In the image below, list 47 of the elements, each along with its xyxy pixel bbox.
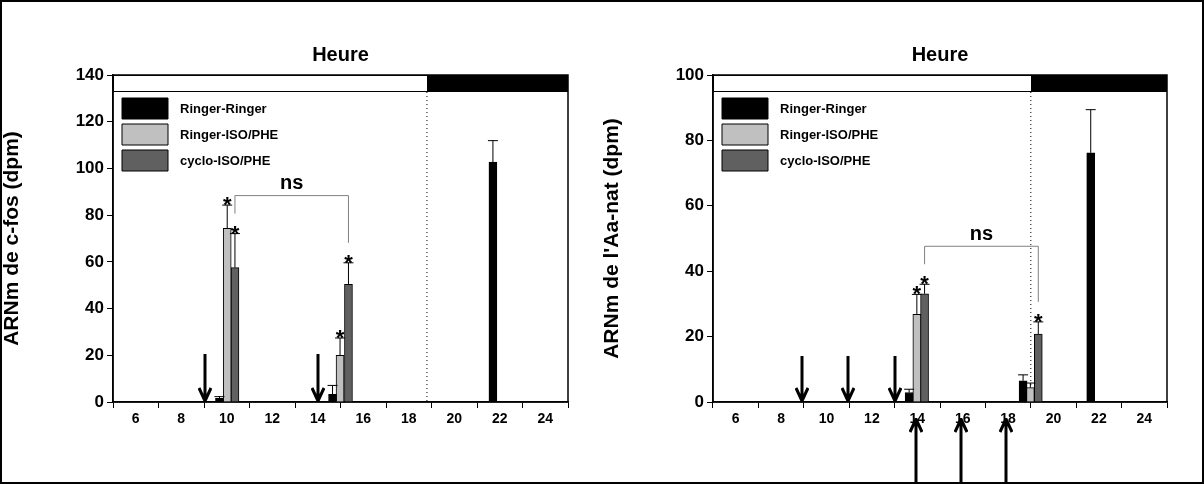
x-tick-label: 20 [1045,410,1062,427]
annotation: * [920,271,930,297]
y-tick-label: 100 [75,158,104,178]
x-tick-label: 24 [537,410,554,427]
y-tick-label: 20 [85,344,104,364]
y-tick-label: 80 [85,204,104,224]
y-tick-label: 0 [94,391,104,411]
x-tick-label: 8 [777,410,786,427]
x-tick-label: 6 [131,410,140,427]
y-tick-label: 140 [75,64,104,84]
y-tick-label: 120 [75,111,104,131]
x-tick-label: 16 [355,410,372,427]
chart-title: Heure [312,43,369,65]
y-axis-title: ARNm de c-fos (dpm) [0,131,23,346]
y-tick-label: 100 [675,64,704,84]
x-tick-label: 14 [309,410,326,427]
y-tick-label: 40 [85,298,104,318]
x-tick-label: 12 [264,410,281,427]
y-tick-label: 0 [694,391,704,411]
y-tick-label: 20 [685,326,704,346]
annotation: * [912,281,922,307]
x-tick-label: 6 [731,410,740,427]
x-tick-label: 12 [864,410,880,427]
x-tick-label: 18 [400,410,417,427]
y-tick-label: 40 [685,260,704,280]
x-tick-label: 20 [446,410,463,427]
annotation: ns [969,221,994,244]
y-axis-title: ARNm de l'Aa-nat (dpm) [599,118,623,359]
chart-title: Heure [911,43,969,65]
x-tick-label: 24 [1136,410,1153,427]
x-tick-label: 10 [818,410,835,427]
legend-label: Ringer-ISO/PHE [180,126,279,142]
y-tick-label: 60 [85,251,104,271]
legend-label: cyclo-ISO/PHE [180,152,271,168]
y-tick-label: 60 [685,195,704,215]
annotation: ns [280,171,304,194]
legend-label: Ringer-Ringer [180,100,267,116]
x-tick-label: 22 [491,410,508,427]
x-tick-label: 8 [177,410,186,427]
annotation: * [335,325,345,350]
legend-label: cyclo-ISO/PHE [780,152,871,168]
annotation: * [222,192,232,218]
legend-label: Ringer-Ringer [780,100,867,116]
legend-label: Ringer-ISO/PHE [780,126,879,142]
x-tick-label: 22 [1091,410,1107,427]
x-tick-label: 10 [218,410,235,427]
y-tick-label: 80 [685,130,704,150]
